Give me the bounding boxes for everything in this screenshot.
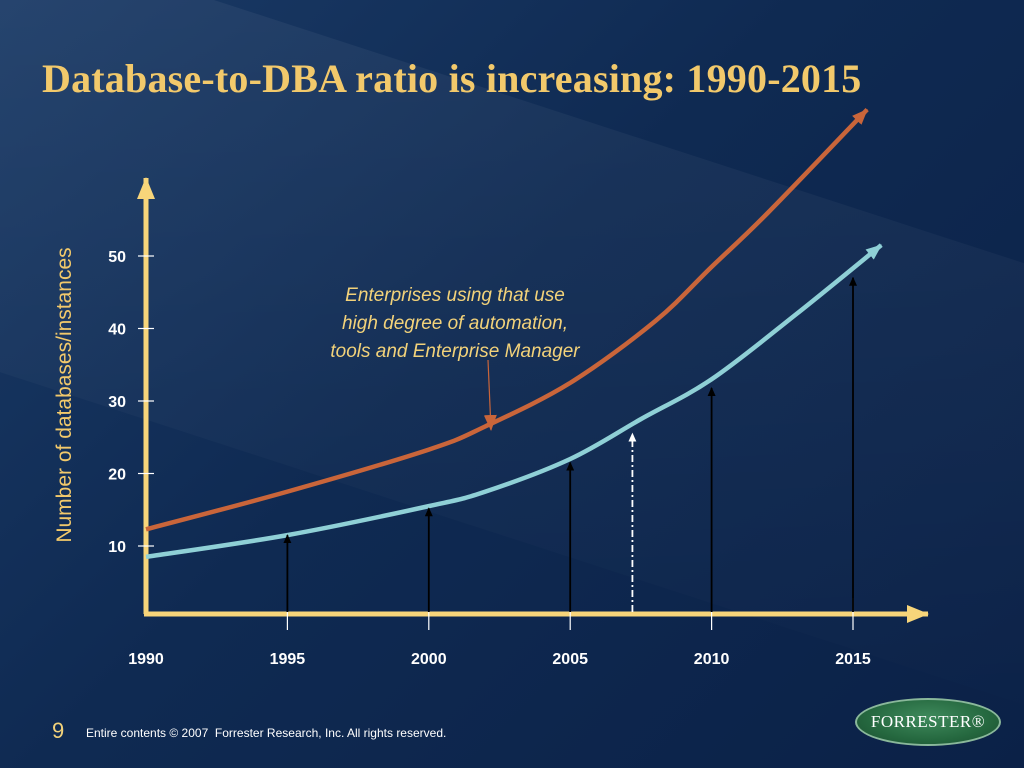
logo-text: FORRESTER® <box>870 712 986 731</box>
series-line-upper <box>145 107 869 532</box>
x-tick-label: 2000 <box>411 651 447 668</box>
annotation-line: tools and Enterprise Manager <box>330 341 580 362</box>
annotation-pointer <box>483 359 497 431</box>
x-tick-label: 2005 <box>552 651 588 668</box>
annotation-line: Enterprises using that use <box>345 285 565 306</box>
annotation-line: high degree of automation, <box>341 313 569 334</box>
x-tick-label: 2010 <box>694 651 730 668</box>
y-axis-label: Number of databases/instances <box>53 247 76 543</box>
x-tick-label: 2015 <box>835 651 871 668</box>
series-line-lower <box>145 243 883 560</box>
copyright-text: Entire contents © 2007 Forrester Researc… <box>86 726 447 740</box>
y-tick-label: 40 <box>108 322 126 339</box>
y-tick-label: 20 <box>108 467 126 484</box>
x-tick-label: 1995 <box>270 651 306 668</box>
y-tick-label: 10 <box>108 539 126 556</box>
forrester-logo: FORRESTER® <box>855 698 1001 746</box>
page-number: 9 <box>52 718 65 743</box>
annotation-text: Enterprises using that use high degree o… <box>300 282 610 366</box>
slide-title: Database-to-DBA ratio is increasing: 199… <box>42 56 862 101</box>
y-tick-label: 30 <box>108 394 126 411</box>
x-tick-label: 1990 <box>128 651 164 668</box>
y-tick-label: 50 <box>108 249 126 266</box>
